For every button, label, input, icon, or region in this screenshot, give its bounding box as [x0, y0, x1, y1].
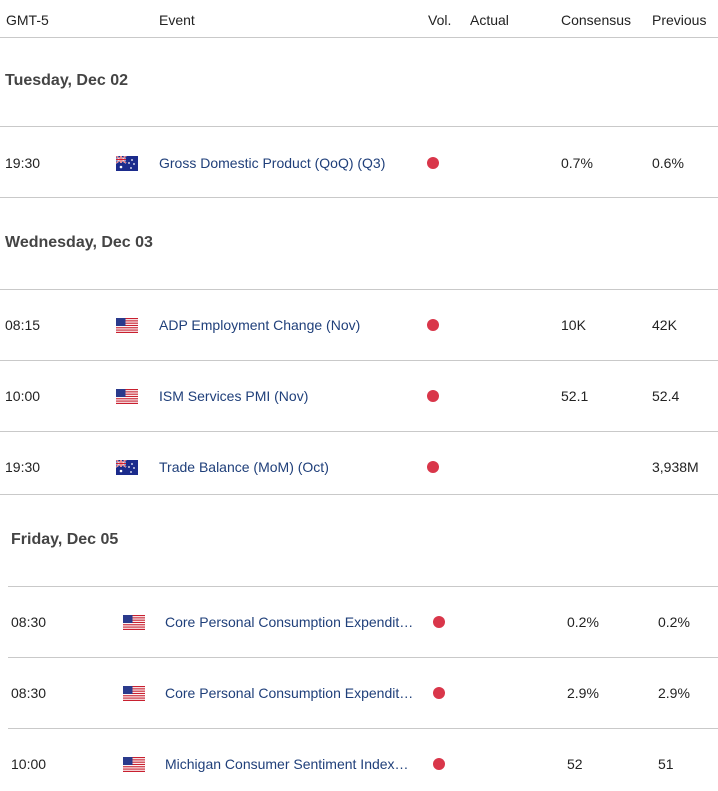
consensus-value: 2.9%	[567, 685, 599, 701]
high-volatility-icon	[433, 616, 445, 628]
day-heading-tuesday: Tuesday, Dec 02	[5, 72, 129, 89]
consensus-value: 0.7%	[561, 155, 593, 171]
volatility-header: Vol.	[428, 12, 452, 28]
previous-value: 51	[658, 756, 674, 772]
event-time: 19:30	[5, 155, 41, 171]
divider	[0, 126, 718, 127]
divider	[8, 657, 718, 658]
event-time: 08:30	[11, 685, 47, 701]
high-volatility-icon	[427, 157, 439, 169]
previous-value: 0.2%	[658, 614, 690, 630]
high-volatility-icon	[427, 390, 439, 402]
australia-flag-icon	[116, 460, 138, 475]
high-volatility-icon	[433, 758, 445, 770]
divider	[0, 197, 718, 198]
us-flag-icon	[123, 757, 145, 772]
previous-value: 52.4	[652, 388, 680, 404]
us-flag-icon	[123, 686, 145, 701]
high-volatility-icon	[427, 319, 439, 331]
event-name-link[interactable]: Gross Domestic Product (QoQ) (Q3)	[159, 155, 386, 171]
event-name-link[interactable]: ADP Employment Change (Nov)	[159, 317, 361, 333]
us-flag-icon	[123, 615, 145, 630]
event-name-link[interactable]: Trade Balance (MoM) (Oct)	[159, 459, 329, 475]
event-name-link[interactable]: Core Personal Consumption Expendit…	[165, 614, 414, 630]
divider	[8, 728, 718, 729]
consensus-value: 10K	[561, 317, 586, 333]
us-flag-icon	[116, 389, 138, 404]
consensus-value: 52.1	[561, 388, 589, 404]
previous-value: 3,938M	[652, 459, 699, 475]
consensus-value: 0.2%	[567, 614, 599, 630]
consensus-value: 52	[567, 756, 583, 772]
consensus-header: Consensus	[561, 12, 632, 28]
event-time: 10:00	[5, 388, 41, 404]
event-name-link[interactable]: Core Personal Consumption Expendit…	[165, 685, 414, 701]
high-volatility-icon	[433, 687, 445, 699]
divider	[0, 494, 718, 495]
previous-value: 2.9%	[658, 685, 690, 701]
previous-header: Previous	[652, 12, 707, 28]
australia-flag-icon	[116, 156, 138, 171]
divider	[0, 289, 718, 290]
event-time: 08:30	[11, 614, 47, 630]
us-flag-icon	[116, 318, 138, 333]
day-heading-wednesday: Wednesday, Dec 03	[5, 234, 153, 251]
header-divider	[0, 37, 718, 38]
high-volatility-icon	[427, 461, 439, 473]
event-name-link[interactable]: Michigan Consumer Sentiment Index…	[165, 756, 409, 772]
day-heading-friday: Friday, Dec 05	[11, 531, 119, 548]
event-header: Event	[159, 12, 195, 28]
divider	[0, 360, 718, 361]
event-time: 10:00	[11, 756, 47, 772]
divider	[8, 586, 718, 587]
divider	[0, 431, 718, 432]
actual-header: Actual	[470, 12, 509, 28]
event-name-link[interactable]: ISM Services PMI (Nov)	[159, 388, 309, 404]
previous-value: 42K	[652, 317, 677, 333]
event-time: 19:30	[5, 459, 41, 475]
event-time: 08:15	[5, 317, 41, 333]
previous-value: 0.6%	[652, 155, 684, 171]
timezone-header: GMT-5	[6, 12, 49, 28]
